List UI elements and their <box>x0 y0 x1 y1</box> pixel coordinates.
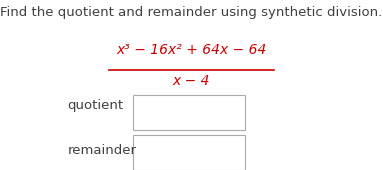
Text: quotient: quotient <box>68 99 124 112</box>
Text: x³ − 16x² + 64x − 64: x³ − 16x² + 64x − 64 <box>116 43 267 57</box>
FancyBboxPatch shape <box>133 135 245 170</box>
Text: remainder: remainder <box>68 144 137 157</box>
FancyBboxPatch shape <box>133 95 245 130</box>
Text: x − 4: x − 4 <box>173 74 210 89</box>
Text: Find the quotient and remainder using synthetic division.: Find the quotient and remainder using sy… <box>0 6 383 19</box>
